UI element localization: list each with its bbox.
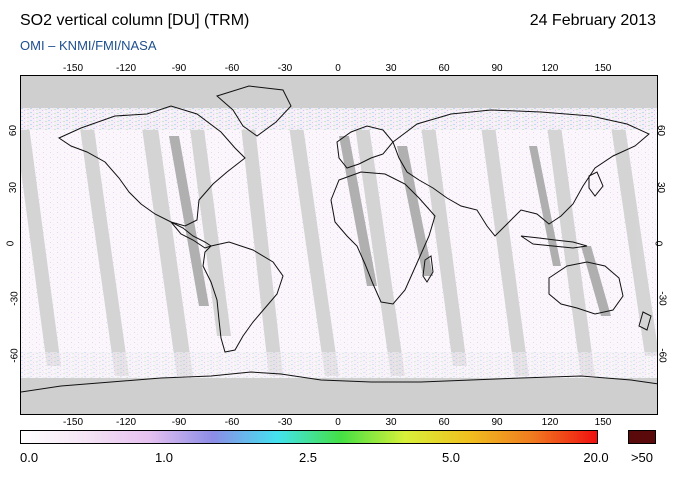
lat-tick-right: -60 bbox=[656, 348, 668, 363]
indonesia-outline bbox=[520, 235, 588, 249]
lon-tick-bottom: 60 bbox=[438, 417, 450, 428]
lat-tick-left: -30 bbox=[9, 291, 21, 306]
europe-outline bbox=[336, 125, 394, 169]
lon-tick-bottom: 150 bbox=[594, 417, 612, 428]
lat-tick-left: 30 bbox=[8, 181, 20, 194]
arctic-noise-band bbox=[21, 108, 657, 130]
lon-tick-top: 30 bbox=[385, 63, 397, 74]
lon-tick-top: -120 bbox=[115, 63, 137, 74]
colorbar-label: >50 bbox=[630, 450, 654, 465]
orbit-gap-bands bbox=[21, 121, 657, 376]
lat-tick-right: -30 bbox=[656, 291, 668, 306]
lat-tick-right: 60 bbox=[655, 124, 667, 137]
greenland-outline bbox=[215, 85, 292, 137]
colorbar-label: 5.0 bbox=[441, 450, 461, 465]
map-date: 24 February 2013 bbox=[529, 12, 656, 29]
lon-tick-bottom: -90 bbox=[171, 417, 187, 428]
map-canvas bbox=[21, 76, 657, 414]
antarctic-noise-band bbox=[21, 352, 657, 380]
lon-tick-top: -90 bbox=[171, 63, 187, 74]
lon-tick-bottom: 30 bbox=[385, 417, 397, 428]
lon-tick-bottom: 90 bbox=[491, 417, 503, 428]
lon-tick-top: -150 bbox=[62, 63, 84, 74]
south-america-outline bbox=[202, 241, 284, 353]
world-map bbox=[20, 75, 658, 415]
madagascar-outline bbox=[422, 255, 434, 283]
antarctica-outline bbox=[21, 371, 657, 393]
colorbar-label: 20.0 bbox=[583, 450, 609, 465]
arctic-no-data bbox=[21, 76, 657, 110]
japan-outline bbox=[588, 171, 604, 197]
north-america-outline bbox=[57, 105, 246, 227]
orbit-gap-bands-dark bbox=[169, 136, 611, 316]
lon-tick-top: 60 bbox=[438, 63, 450, 74]
data-credit: OMI – KNMI/FMI/NASA bbox=[20, 38, 157, 53]
lon-tick-top: -30 bbox=[277, 63, 293, 74]
colorbar-label: 2.5 bbox=[298, 450, 318, 465]
africa-outline bbox=[330, 171, 436, 305]
lon-tick-top: 90 bbox=[491, 63, 503, 74]
lon-tick-top: 120 bbox=[541, 63, 559, 74]
colorbar-label: 0.0 bbox=[20, 450, 39, 465]
colorbar-overflow-swatch bbox=[628, 430, 656, 444]
lon-tick-bottom: 120 bbox=[541, 417, 559, 428]
lat-tick-left: 60 bbox=[8, 124, 20, 137]
lat-tick-left: 0 bbox=[5, 240, 17, 247]
lon-tick-top: 0 bbox=[335, 63, 341, 74]
map-title: SO2 vertical column [DU] (TRM) bbox=[20, 12, 250, 29]
lon-tick-bottom: -30 bbox=[277, 417, 293, 428]
lon-tick-top: -60 bbox=[224, 63, 240, 74]
coastlines bbox=[21, 85, 657, 393]
antarctic-no-data bbox=[21, 378, 657, 414]
lon-tick-bottom: -60 bbox=[224, 417, 240, 428]
lat-tick-right: 30 bbox=[655, 181, 667, 194]
lon-tick-bottom: -120 bbox=[115, 417, 137, 428]
lon-tick-top: 150 bbox=[594, 63, 612, 74]
colorbar-gradient bbox=[20, 430, 598, 444]
lon-tick-bottom: -150 bbox=[62, 417, 84, 428]
asia-outline bbox=[392, 109, 650, 237]
new-zealand-outline bbox=[638, 311, 652, 331]
lat-tick-left: -60 bbox=[9, 348, 21, 363]
australia-outline bbox=[548, 261, 624, 315]
lat-tick-right: 0 bbox=[652, 240, 664, 247]
lon-tick-bottom: 0 bbox=[335, 417, 341, 428]
colorbar-label: 1.0 bbox=[154, 450, 174, 465]
